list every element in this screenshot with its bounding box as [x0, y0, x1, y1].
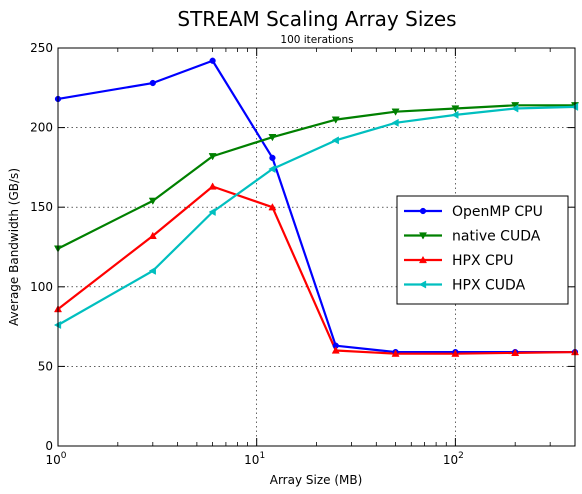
y-tick-label: 50	[38, 359, 53, 373]
y-tick-label: 250	[30, 41, 53, 55]
chart-title: STREAM Scaling Array Sizes	[177, 7, 456, 31]
legend-label-hpx-cuda: HPX CUDA	[452, 278, 526, 294]
data-point-hpx-cpu	[511, 348, 520, 356]
data-point-hpx-cpu	[331, 346, 340, 354]
data-point-hpx-cpu	[391, 349, 400, 357]
legend: OpenMP CPU native CUDA HPX CPU HPX CUDA	[396, 195, 569, 305]
ticks	[57, 47, 576, 447]
data-point-native-cuda	[208, 153, 217, 161]
data-point-hpx-cpu	[208, 182, 217, 190]
legend-label-hpx-cpu: HPX CPU	[452, 253, 513, 269]
data-point-hpx-cpu	[148, 231, 157, 239]
data-point-hpx-cuda	[391, 118, 399, 127]
y-tick-label: 100	[30, 280, 53, 294]
tick-labels: 0 50 100 150 200 250 100 101 102	[30, 41, 464, 467]
legend-label-openmp-cpu: OpenMP CPU	[452, 204, 543, 220]
legend-marker-openmp-cpu	[419, 207, 427, 215]
legend-marker-hpx-cpu	[418, 255, 428, 264]
data-point-native-cuda	[268, 134, 277, 142]
x-tick-label: 101	[244, 451, 265, 467]
legend-marker-hpx-cuda	[418, 280, 427, 289]
data-point-native-cuda	[148, 197, 157, 205]
y-tick-label: 0	[45, 439, 53, 453]
legend-marker-native-cuda	[418, 232, 428, 240]
data-point-hpx-cuda	[511, 104, 519, 113]
data-point-hpx-cuda	[208, 207, 216, 217]
data-point-hpx-cpu	[268, 203, 277, 211]
data-point-openmp-cpu	[149, 79, 156, 87]
data-point-hpx-cuda	[268, 164, 276, 174]
data-point-native-cuda	[451, 105, 460, 113]
x-tick-label: 102	[443, 451, 464, 467]
x-axis-label: Array Size (MB)	[270, 473, 363, 487]
legend-label-native-cuda: native CUDA	[452, 229, 541, 245]
data-point-hpx-cuda	[331, 136, 339, 145]
y-tick-label: 200	[30, 121, 53, 135]
data-point-hpx-cuda	[148, 266, 156, 275]
y-tick-label: 150	[30, 200, 53, 214]
x-tick-label: 100	[45, 451, 66, 467]
data-point-openmp-cpu	[269, 154, 276, 161]
data-point-hpx-cuda	[451, 110, 459, 119]
data-point-hpx-cpu	[451, 349, 460, 357]
data-point-native-cuda	[391, 108, 400, 116]
chart-subtitle: 100 iterations	[280, 34, 353, 46]
series-markers	[53, 57, 580, 357]
data-point-native-cuda	[331, 116, 340, 124]
y-axis-label: Average Bandwidth (GB/s)	[7, 168, 21, 326]
data-point-openmp-cpu	[209, 57, 216, 64]
